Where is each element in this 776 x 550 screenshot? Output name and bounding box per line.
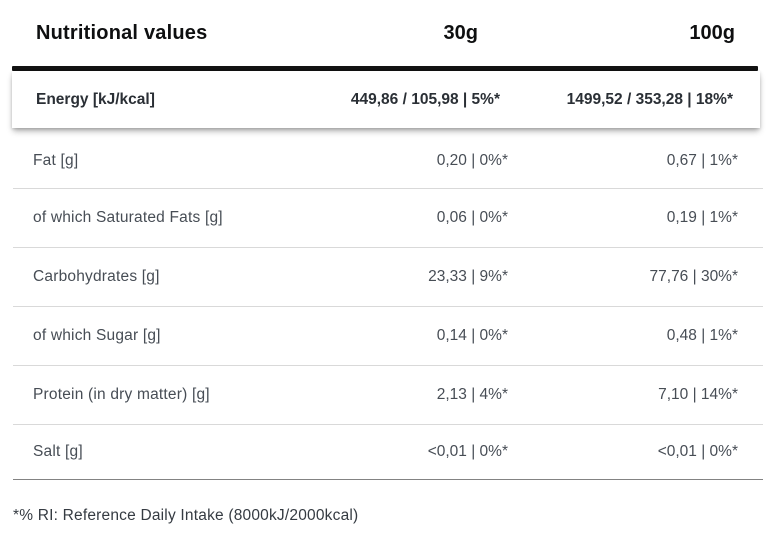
value-30g: 0,06 | 0%* <box>436 209 508 226</box>
value-30g: 449,86 / 105,98 | 5%* <box>350 90 500 108</box>
table-row-salt: Salt [g] <0,01 | 0%* <0,01 | 0%* <box>13 425 763 480</box>
value-100g: 77,76 | 30%* <box>649 268 738 285</box>
value-100g: 0,48 | 1%* <box>666 327 738 344</box>
column-header-100g: 100g <box>689 21 735 44</box>
value-30g: 0,14 | 0%* <box>436 327 508 344</box>
header-divider-rule <box>12 66 758 71</box>
value-30g: <0,01 | 0%* <box>427 443 508 460</box>
row-label: Carbohydrates [g] <box>33 268 160 285</box>
value-100g: 0,19 | 1%* <box>666 209 738 226</box>
value-100g: 7,10 | 14%* <box>658 386 738 403</box>
column-header-30g: 30g <box>443 21 478 44</box>
table-row-saturated-fats: of which Saturated Fats [g] 0,06 | 0%* 0… <box>13 189 763 248</box>
table-row-sugar: of which Sugar [g] 0,14 | 0%* 0,48 | 1%* <box>13 307 763 366</box>
value-30g: 2,13 | 4%* <box>436 386 508 403</box>
table-header-row: Nutritional values 30g 100g <box>13 0 763 66</box>
row-label: of which Sugar [g] <box>33 327 161 344</box>
table-row-protein: Protein (in dry matter) [g] 2,13 | 4%* 7… <box>13 366 763 425</box>
reference-intake-footnote: *% RI: Reference Daily Intake (8000kJ/20… <box>13 507 359 524</box>
table-row-carbohydrates: Carbohydrates [g] 23,33 | 9%* 77,76 | 30… <box>13 248 763 307</box>
table-title: Nutritional values <box>36 21 208 44</box>
row-label: Energy [kJ/kcal] <box>36 90 155 108</box>
energy-row: Energy [kJ/kcal] 449,86 / 105,98 | 5%* 1… <box>12 71 760 128</box>
row-label: Fat [g] <box>33 151 79 169</box>
row-label: Protein (in dry matter) [g] <box>33 386 210 403</box>
nutrition-table: Nutritional values 30g 100g Energy [kJ/k… <box>12 0 763 524</box>
value-30g: 23,33 | 9%* <box>428 268 508 285</box>
table-body: Fat [g] 0,20 | 0%* 0,67 | 1%* of which S… <box>13 133 763 480</box>
value-30g: 0,20 | 0%* <box>436 151 508 169</box>
row-label: Salt [g] <box>33 443 83 460</box>
value-100g: 0,67 | 1%* <box>666 151 738 169</box>
table-row-fat: Fat [g] 0,20 | 0%* 0,67 | 1%* <box>13 133 763 189</box>
value-100g: <0,01 | 0%* <box>657 443 738 460</box>
value-100g: 1499,52 / 353,28 | 18%* <box>566 90 733 108</box>
row-label: of which Saturated Fats [g] <box>33 209 223 226</box>
